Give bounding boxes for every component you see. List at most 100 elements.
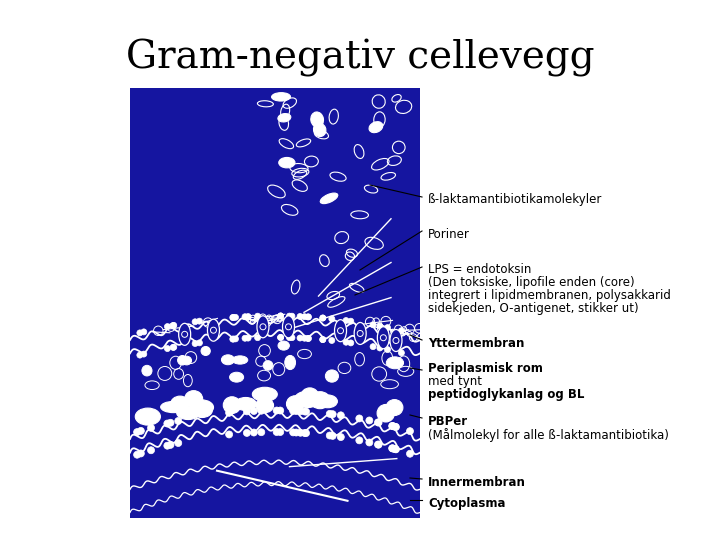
Ellipse shape	[230, 372, 243, 382]
Circle shape	[230, 336, 236, 342]
Ellipse shape	[235, 397, 256, 410]
Text: Periplasmisk rom: Periplasmisk rom	[428, 362, 543, 375]
Circle shape	[278, 313, 284, 319]
Circle shape	[338, 434, 344, 441]
Circle shape	[242, 335, 248, 341]
Text: med tynt: med tynt	[428, 375, 482, 388]
Ellipse shape	[287, 396, 304, 412]
Circle shape	[287, 313, 292, 319]
Circle shape	[134, 451, 140, 458]
Circle shape	[305, 335, 311, 341]
Ellipse shape	[222, 355, 235, 365]
Text: LPS = endotoksin: LPS = endotoksin	[428, 263, 531, 276]
Circle shape	[366, 417, 373, 424]
Circle shape	[255, 313, 261, 319]
Circle shape	[398, 328, 405, 334]
Circle shape	[171, 322, 177, 328]
Circle shape	[148, 424, 155, 431]
Ellipse shape	[201, 347, 210, 355]
Circle shape	[134, 429, 140, 436]
Circle shape	[370, 322, 376, 328]
Circle shape	[197, 318, 202, 324]
Text: (Målmolekyl for alle ß-laktamantibiotika): (Målmolekyl for alle ß-laktamantibiotika…	[428, 428, 669, 442]
Circle shape	[230, 314, 235, 321]
Circle shape	[348, 340, 354, 346]
Circle shape	[392, 446, 399, 453]
Circle shape	[276, 429, 284, 436]
Ellipse shape	[311, 112, 323, 127]
Circle shape	[164, 346, 171, 352]
Circle shape	[329, 411, 336, 418]
Circle shape	[258, 407, 265, 414]
Ellipse shape	[301, 388, 319, 404]
Ellipse shape	[192, 403, 212, 417]
Circle shape	[302, 430, 310, 437]
Text: Innermembran: Innermembran	[428, 476, 526, 489]
Circle shape	[230, 314, 236, 320]
Circle shape	[164, 323, 171, 329]
Ellipse shape	[377, 404, 395, 422]
Ellipse shape	[325, 370, 338, 382]
Ellipse shape	[252, 387, 277, 401]
Circle shape	[301, 429, 308, 436]
Ellipse shape	[256, 398, 274, 413]
Circle shape	[305, 314, 311, 320]
Circle shape	[329, 433, 336, 440]
Circle shape	[167, 419, 174, 426]
Circle shape	[278, 334, 284, 340]
Ellipse shape	[178, 355, 187, 365]
Circle shape	[320, 336, 326, 342]
Circle shape	[138, 427, 144, 434]
Circle shape	[389, 445, 396, 452]
Text: Yttermembran: Yttermembran	[428, 337, 524, 350]
Circle shape	[389, 423, 396, 430]
Circle shape	[192, 341, 198, 347]
Circle shape	[305, 335, 312, 341]
Circle shape	[329, 316, 335, 322]
Ellipse shape	[161, 401, 186, 413]
Circle shape	[392, 423, 400, 430]
Circle shape	[370, 343, 376, 349]
Circle shape	[289, 335, 295, 341]
Circle shape	[326, 432, 333, 439]
Ellipse shape	[278, 113, 291, 122]
Circle shape	[375, 419, 382, 426]
Ellipse shape	[318, 395, 338, 408]
Circle shape	[243, 429, 251, 436]
Circle shape	[374, 419, 382, 426]
Circle shape	[297, 314, 303, 320]
Ellipse shape	[387, 357, 404, 369]
Ellipse shape	[179, 323, 191, 345]
Circle shape	[287, 335, 292, 341]
Circle shape	[374, 441, 382, 448]
Text: Poriner: Poriner	[428, 228, 470, 241]
Circle shape	[278, 334, 284, 340]
Ellipse shape	[223, 397, 240, 414]
Circle shape	[243, 408, 251, 415]
Ellipse shape	[181, 356, 192, 365]
Circle shape	[197, 340, 202, 346]
Circle shape	[392, 423, 399, 430]
Circle shape	[255, 335, 261, 341]
Circle shape	[137, 352, 143, 358]
Circle shape	[302, 335, 307, 341]
Circle shape	[338, 412, 344, 419]
Circle shape	[175, 417, 181, 424]
Circle shape	[245, 314, 251, 320]
Circle shape	[302, 408, 310, 415]
Circle shape	[171, 345, 177, 350]
Ellipse shape	[284, 355, 295, 369]
Circle shape	[377, 345, 383, 351]
Circle shape	[297, 429, 304, 436]
Circle shape	[343, 339, 349, 345]
Ellipse shape	[390, 329, 402, 352]
Circle shape	[175, 440, 181, 447]
Circle shape	[233, 336, 238, 342]
Circle shape	[137, 330, 143, 336]
Circle shape	[390, 423, 397, 430]
Ellipse shape	[278, 341, 289, 350]
Circle shape	[297, 408, 304, 415]
Circle shape	[384, 325, 390, 330]
Ellipse shape	[171, 396, 189, 412]
Circle shape	[138, 450, 144, 457]
